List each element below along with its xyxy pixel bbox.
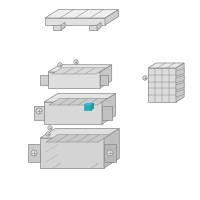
- Polygon shape: [148, 63, 184, 68]
- Polygon shape: [34, 106, 44, 120]
- Polygon shape: [176, 82, 184, 90]
- Polygon shape: [102, 94, 116, 124]
- Polygon shape: [104, 128, 119, 168]
- Polygon shape: [105, 10, 118, 25]
- Polygon shape: [28, 144, 40, 162]
- Polygon shape: [45, 18, 105, 25]
- Polygon shape: [48, 65, 112, 72]
- Polygon shape: [148, 68, 176, 102]
- Polygon shape: [176, 63, 184, 102]
- Polygon shape: [40, 128, 119, 138]
- Polygon shape: [46, 135, 110, 142]
- Circle shape: [107, 150, 113, 156]
- Polygon shape: [100, 75, 108, 85]
- Polygon shape: [44, 102, 102, 124]
- Polygon shape: [52, 68, 106, 74]
- Polygon shape: [176, 89, 184, 97]
- Polygon shape: [61, 22, 65, 30]
- Polygon shape: [89, 25, 97, 30]
- Circle shape: [36, 108, 42, 114]
- Polygon shape: [40, 75, 48, 85]
- Polygon shape: [102, 106, 112, 120]
- Polygon shape: [100, 65, 112, 88]
- Polygon shape: [97, 22, 101, 30]
- Polygon shape: [84, 105, 91, 110]
- Polygon shape: [91, 103, 94, 110]
- Polygon shape: [40, 138, 104, 168]
- Circle shape: [143, 76, 147, 80]
- Polygon shape: [176, 68, 184, 76]
- Polygon shape: [44, 94, 116, 102]
- Polygon shape: [104, 144, 116, 162]
- Polygon shape: [53, 25, 61, 30]
- Polygon shape: [49, 98, 108, 105]
- Circle shape: [31, 150, 37, 156]
- Polygon shape: [176, 75, 184, 83]
- Circle shape: [74, 60, 78, 64]
- Polygon shape: [84, 103, 94, 105]
- Circle shape: [58, 63, 62, 67]
- Circle shape: [46, 132, 50, 136]
- Polygon shape: [48, 72, 100, 88]
- Circle shape: [48, 126, 52, 130]
- Polygon shape: [45, 10, 118, 18]
